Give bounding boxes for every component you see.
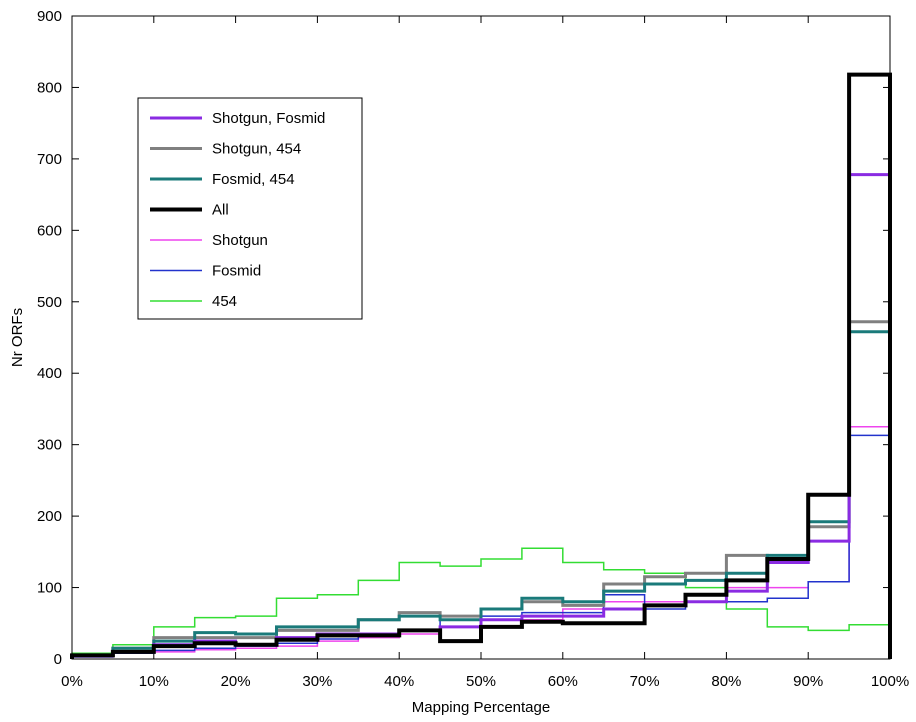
x-axis-label: Mapping Percentage bbox=[412, 699, 550, 716]
x-tick-label: 80% bbox=[711, 673, 741, 690]
y-tick-label: 300 bbox=[37, 437, 62, 454]
series-layer bbox=[70, 72, 892, 659]
y-tick-label: 100 bbox=[37, 580, 62, 597]
legend-label-shotgun-454: Shotgun, 454 bbox=[212, 141, 301, 158]
x-tick-label: 50% bbox=[466, 673, 496, 690]
x-tick-label: 40% bbox=[384, 673, 414, 690]
legend-label-all: All bbox=[212, 202, 229, 219]
plot-frame bbox=[71, 15, 891, 660]
legend: Shotgun, Fosmid Shotgun, 454 Fosmid, 454 Al… bbox=[137, 97, 363, 320]
y-tick-label: 200 bbox=[37, 508, 62, 525]
y-axis-label: Nr ORFs bbox=[9, 308, 26, 367]
x-tick-label: 10% bbox=[139, 673, 169, 690]
x-tick-label: 20% bbox=[221, 673, 251, 690]
y-tick-label: 0 bbox=[54, 651, 62, 668]
legend-label-shotgun: Shotgun bbox=[212, 232, 268, 249]
y-tick-label: 700 bbox=[37, 151, 62, 168]
legend-label-454: 454 bbox=[212, 293, 237, 310]
x-tick-label: 0% bbox=[61, 673, 83, 690]
legend-label-shotgun-fosmid: Shotgun, Fosmid bbox=[212, 110, 325, 127]
legend-items: Shotgun, Fosmid Shotgun, 454 Fosmid, 454 Al… bbox=[150, 110, 325, 310]
x-tick-label: 30% bbox=[302, 673, 332, 690]
series-line-all bbox=[70, 72, 892, 659]
legend-label-fosmid-454: Fosmid, 454 bbox=[212, 171, 295, 188]
tick-labels: 0% 10% 20% 30% 40% 50% 60% 70% 80% 90% 100% 0 100 200… bbox=[37, 8, 909, 690]
y-tick-label: 800 bbox=[37, 79, 62, 96]
x-tick-label: 70% bbox=[630, 673, 660, 690]
y-tick-label: 900 bbox=[37, 8, 62, 25]
x-tick-label: 90% bbox=[793, 673, 823, 690]
series-line-454 bbox=[71, 547, 891, 659]
x-tick-label: 60% bbox=[548, 673, 578, 690]
x-tick-label: 100% bbox=[871, 673, 909, 690]
legend-label-fosmid: Fosmid bbox=[212, 263, 261, 280]
y-tick-label: 500 bbox=[37, 294, 62, 311]
y-tick-label: 600 bbox=[37, 222, 62, 239]
y-tick-label: 400 bbox=[37, 365, 62, 382]
